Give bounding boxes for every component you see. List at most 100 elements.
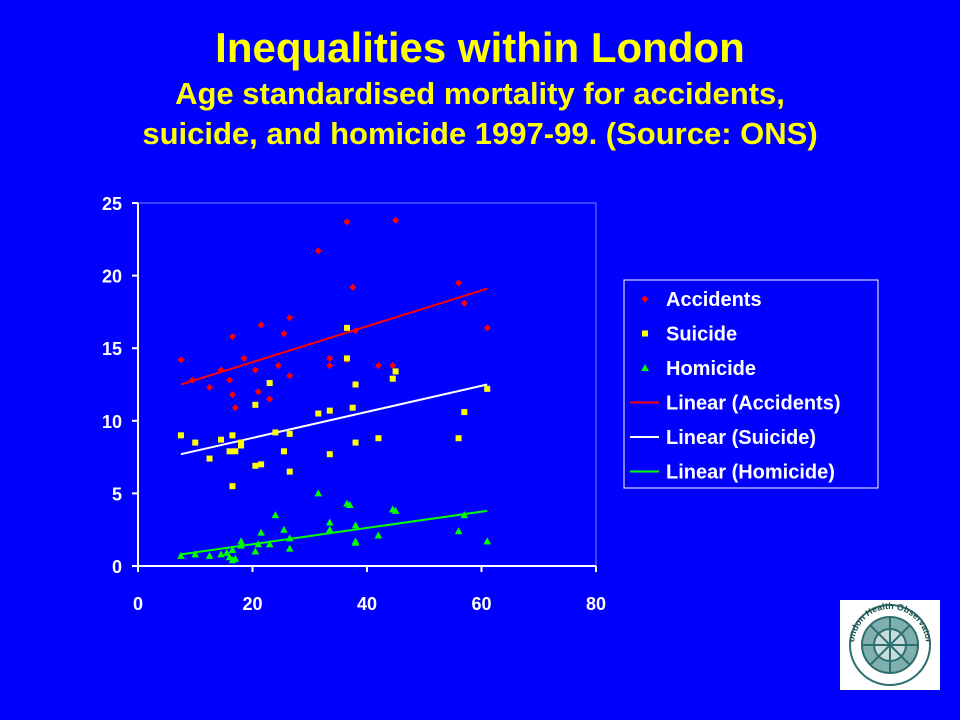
accidents-point: [240, 354, 248, 362]
homicide-point: [325, 525, 334, 533]
suicide-point: [352, 381, 359, 388]
accidents-point: [188, 376, 196, 384]
chart-title: Inequalities within London: [215, 24, 745, 71]
y-tick-label: 25: [102, 194, 122, 214]
accidents-point: [460, 299, 468, 307]
legend-label-accidents: Accidents: [666, 289, 762, 311]
legend-label-linear-suicide: Linear (Suicide): [666, 427, 816, 449]
accidents-point: [326, 362, 334, 370]
accidents-point: [343, 218, 351, 226]
suicide-point: [389, 375, 396, 382]
series-suicide: [177, 324, 491, 490]
accidents-point: [286, 314, 294, 322]
accidents-point: [266, 395, 274, 403]
suicide-point: [343, 324, 350, 331]
suicide-point: [286, 430, 293, 437]
homicide-point: [231, 554, 240, 562]
accidents-point: [251, 366, 259, 374]
homicide-point: [222, 548, 231, 556]
suicide-point: [286, 468, 293, 475]
homicide-point: [285, 544, 294, 552]
legend-swatch-accidents: [641, 295, 649, 303]
suicide-point: [192, 439, 199, 446]
homicide-point: [325, 518, 334, 526]
homicide-point: [374, 531, 383, 539]
accidents-point: [455, 279, 463, 287]
trendline-linear-homicide: [180, 509, 488, 556]
accidents-point: [254, 388, 262, 396]
legend: Accidents Suicide Homicide Linear (Accident…: [623, 279, 879, 489]
suicide-point: [461, 409, 468, 416]
trendlines: [180, 287, 488, 556]
accidents-point: [349, 283, 357, 291]
london-health-observatory-logo: London Health Observatory: [837, 592, 940, 690]
suicide-point: [252, 462, 259, 469]
title-block: Inequalities within London Age standardi…: [0, 22, 960, 154]
accidents-point: [228, 333, 236, 341]
homicide-point: [351, 538, 360, 546]
homicide-point: [191, 550, 200, 558]
legend-label-homicide: Homicide: [666, 358, 756, 380]
suicide-point: [258, 461, 265, 468]
legend-box: [623, 279, 879, 489]
accidents-point: [286, 372, 294, 380]
homicide-point: [205, 551, 214, 559]
suicide-point: [455, 435, 462, 442]
accidents-point: [389, 362, 397, 370]
plot-area-border: [137, 202, 597, 567]
y-tick-label: 10: [102, 412, 122, 432]
y-tick-label: 15: [102, 339, 122, 359]
suicide-point: [375, 435, 382, 442]
chart-subtitle-line-2: suicide, and homicide 1997-99. (Source: …: [142, 116, 818, 151]
homicide-point: [285, 534, 294, 542]
suicide-point: [226, 448, 233, 455]
x-tick-label: 20: [242, 594, 262, 614]
homicide-point: [257, 528, 265, 536]
suicide-point: [218, 436, 225, 443]
trendline-linear-suicide: [180, 383, 488, 456]
homicide-point: [483, 537, 492, 545]
suicide-point: [392, 368, 399, 375]
accidents-point: [352, 327, 360, 335]
data-points: [177, 216, 492, 564]
chart-subtitle-line-1: Age standardised mortality for accidents…: [175, 76, 785, 111]
accidents-point: [274, 362, 282, 370]
suicide-point: [326, 407, 333, 414]
homicide-point: [177, 551, 185, 559]
homicide-point: [391, 506, 400, 514]
legend-label-linear-homicide: Linear (Homicide): [666, 462, 835, 484]
homicide-point: [265, 540, 274, 548]
suicide-point: [349, 404, 356, 411]
homicide-point: [228, 546, 237, 554]
suicide-point: [272, 429, 279, 436]
trendline-linear-accidents: [180, 287, 488, 386]
homicide-point: [251, 547, 260, 555]
suicide-point: [343, 355, 350, 362]
homicide-point: [237, 537, 245, 545]
x-tick-label: 60: [471, 594, 491, 614]
x-tick-label: 0: [133, 594, 143, 614]
homicide-point: [217, 550, 225, 558]
suicide-point: [484, 385, 491, 392]
y-tick-label: 20: [102, 267, 122, 287]
homicide-point: [460, 511, 469, 519]
series-accidents: [177, 216, 491, 412]
homicide-point: [254, 540, 263, 548]
accidents-point: [231, 404, 239, 412]
suicide-point: [315, 410, 322, 417]
homicide-point: [346, 501, 354, 509]
homicide-point: [237, 541, 245, 549]
accidents-point: [257, 321, 265, 329]
homicide-point: [271, 511, 280, 519]
suicide-point: [229, 432, 236, 439]
suicide-point: [232, 448, 239, 455]
series-homicide: [177, 489, 492, 564]
suicide-point: [238, 442, 245, 449]
legend-swatch-homicide: [641, 364, 649, 371]
suicide-point: [252, 401, 259, 408]
accidents-point: [217, 366, 225, 374]
accidents-point: [314, 247, 322, 255]
accidents-point: [228, 391, 236, 399]
accidents-point: [483, 324, 491, 332]
suicide-point: [177, 432, 184, 439]
